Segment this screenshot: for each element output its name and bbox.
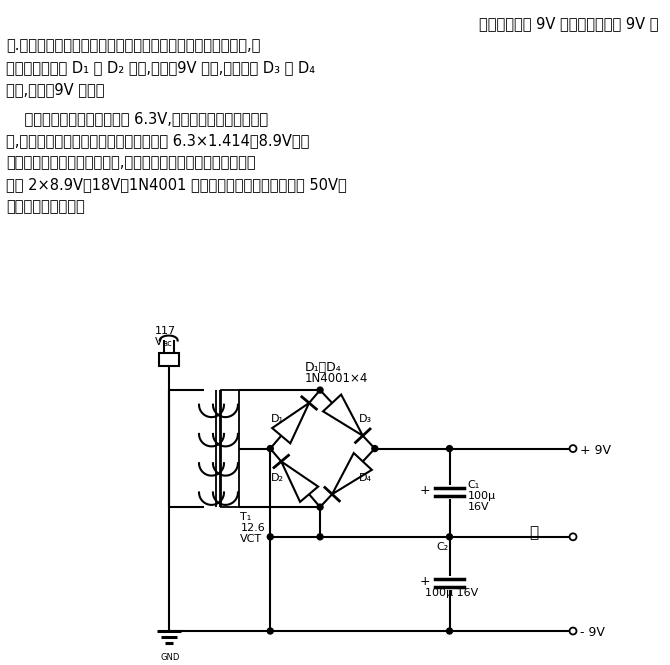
- Text: 完全适用这一电路。: 完全适用这一电路。: [7, 199, 85, 213]
- Text: 个二极管都承受一个反向电压,该电压至少等于变压器次级的峰値: 个二极管都承受一个反向电压,该电压至少等于变压器次级的峰値: [7, 155, 256, 170]
- Circle shape: [317, 387, 323, 393]
- Text: 100μ: 100μ: [468, 491, 496, 501]
- Circle shape: [267, 446, 273, 452]
- Text: 组成,提供－9V 电源。: 组成,提供－9V 电源。: [7, 82, 105, 96]
- Text: - 9V: - 9V: [580, 626, 605, 639]
- Circle shape: [317, 534, 323, 540]
- Text: 电压 2×8.9V＝18V。1N4001 可承受的最大峰値反向电压为 50V，: 电压 2×8.9V＝18V。1N4001 可承受的最大峰値反向电压为 50V，: [7, 177, 347, 192]
- Text: + 9V: + 9V: [580, 444, 611, 457]
- Circle shape: [570, 445, 576, 452]
- Text: D₄: D₄: [359, 473, 372, 483]
- Text: D₁－D₄: D₁－D₄: [305, 361, 342, 374]
- Text: 1N4001×4: 1N4001×4: [305, 372, 369, 385]
- Text: C₂: C₂: [437, 542, 449, 552]
- Polygon shape: [323, 394, 362, 436]
- Text: VCT: VCT: [241, 534, 263, 544]
- Circle shape: [446, 628, 452, 634]
- FancyBboxPatch shape: [222, 390, 239, 507]
- Text: ac: ac: [163, 338, 172, 348]
- Circle shape: [570, 533, 576, 540]
- Circle shape: [446, 446, 452, 452]
- Text: T₁: T₁: [241, 512, 252, 522]
- Text: V: V: [155, 336, 162, 346]
- Text: D₂: D₂: [271, 473, 283, 483]
- Circle shape: [267, 628, 273, 634]
- Text: 117: 117: [155, 326, 176, 336]
- Text: 12.6: 12.6: [241, 523, 265, 533]
- Text: 它可提供正负 9V 电源来代替两个 9V 电: 它可提供正负 9V 电源来代替两个 9V 电: [479, 16, 659, 31]
- Polygon shape: [272, 403, 309, 444]
- Text: D₁: D₁: [271, 414, 283, 424]
- Text: +: +: [419, 484, 430, 497]
- Text: 地: 地: [529, 525, 538, 540]
- Text: +: +: [419, 575, 430, 589]
- Text: 每对整流器的输入电压均为 6.3V,这是变压器次级电压的一: 每对整流器的输入电压均为 6.3V,这是变压器次级电压的一: [7, 112, 269, 126]
- Text: C₁: C₁: [468, 480, 480, 490]
- Circle shape: [570, 628, 576, 634]
- Text: 100μ 16V: 100μ 16V: [425, 589, 478, 598]
- Polygon shape: [281, 462, 318, 502]
- Text: D₃: D₃: [359, 414, 372, 424]
- Circle shape: [446, 534, 452, 540]
- Circle shape: [317, 504, 323, 510]
- Text: 池.整流电路实际上是接在变压器次级的两个独立的全波整流器,其: 池.整流电路实际上是接在变压器次级的两个独立的全波整流器,其: [7, 38, 261, 53]
- Circle shape: [267, 534, 273, 540]
- Circle shape: [372, 446, 378, 452]
- Text: 中一个整流器由 D₁ 和 D₂ 组成,提供＋9V 电源,另一个由 D₃ 和 D₄: 中一个整流器由 D₁ 和 D₂ 组成,提供＋9V 电源,另一个由 D₃ 和 D₄: [7, 60, 316, 75]
- Text: 16V: 16V: [468, 502, 489, 512]
- FancyBboxPatch shape: [159, 353, 179, 366]
- Text: 半,因此电容上电压可充至交流电压的峰値 6.3×1.414＝8.9V。每: 半,因此电容上电压可充至交流电压的峰値 6.3×1.414＝8.9V。每: [7, 133, 310, 148]
- Polygon shape: [332, 453, 372, 494]
- Text: GND: GND: [161, 653, 180, 662]
